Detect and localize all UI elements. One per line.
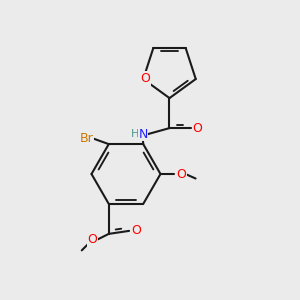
Text: H: H bbox=[131, 129, 139, 139]
Text: Br: Br bbox=[80, 132, 93, 145]
Text: O: O bbox=[87, 233, 97, 246]
Text: O: O bbox=[192, 122, 202, 135]
Text: O: O bbox=[177, 167, 186, 181]
Text: O: O bbox=[131, 224, 141, 237]
Text: N: N bbox=[138, 128, 148, 141]
Text: O: O bbox=[141, 72, 151, 85]
